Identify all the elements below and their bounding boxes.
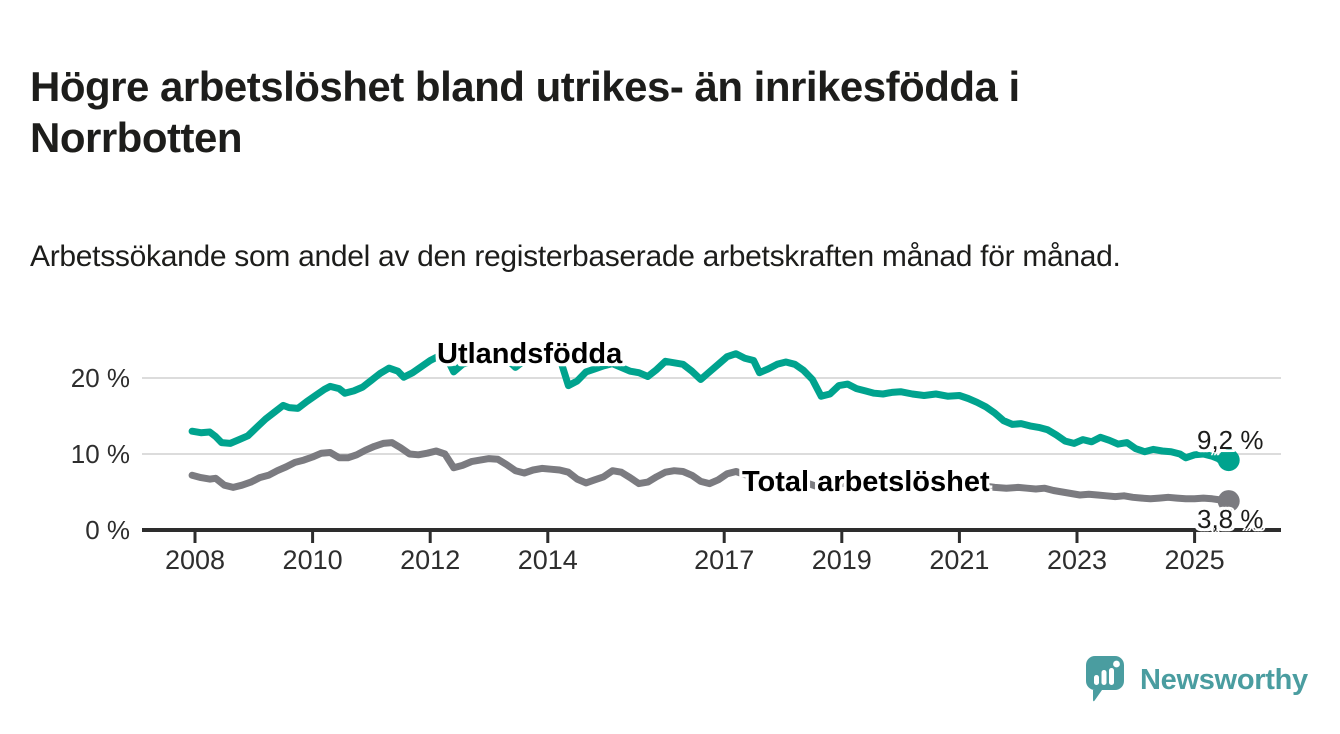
- end-value-label-total: 3,8 %: [1197, 504, 1264, 534]
- page-title: Högre arbetslöshet bland utrikes- än inr…: [30, 63, 1020, 162]
- x-tick-label: 2019: [811, 545, 872, 575]
- series-label-total-arbetsloshet: Total arbetslöshet: [742, 466, 990, 498]
- x-tick-label: 2025: [1164, 545, 1225, 575]
- x-tick-label: 2008: [164, 545, 226, 575]
- series-end-dot-1: [1217, 490, 1240, 513]
- series-label-utlandsfodda: Utlandsfödda: [437, 338, 623, 370]
- end-value-label-utlandsfodda: 9,2 %: [1197, 425, 1264, 455]
- y-tick-label: 10 %: [70, 439, 130, 469]
- series-line-1: [188, 439, 1233, 505]
- y-tick-label: 20 %: [70, 363, 130, 393]
- y-tick-label: 0 %: [85, 515, 130, 545]
- series-end-dot-0: [1217, 449, 1240, 472]
- x-tick-label: 2017: [694, 545, 755, 575]
- x-tick-label: 2010: [282, 545, 343, 575]
- x-tick-label: 2023: [1046, 545, 1108, 575]
- x-tick-label: 2021: [929, 545, 990, 575]
- newsworthy-logo: Newsworthy: [1086, 656, 1308, 704]
- x-tick-label: 2012: [400, 545, 461, 575]
- series-line-0: [188, 349, 1233, 467]
- speech-bubble-bar-chart-icon: [1086, 656, 1124, 702]
- x-tick-label: 2014: [517, 545, 578, 575]
- brand-name: Newsworthy: [1140, 663, 1308, 696]
- page-subtitle: Arbetssökande som andel av den registerb…: [30, 240, 1121, 273]
